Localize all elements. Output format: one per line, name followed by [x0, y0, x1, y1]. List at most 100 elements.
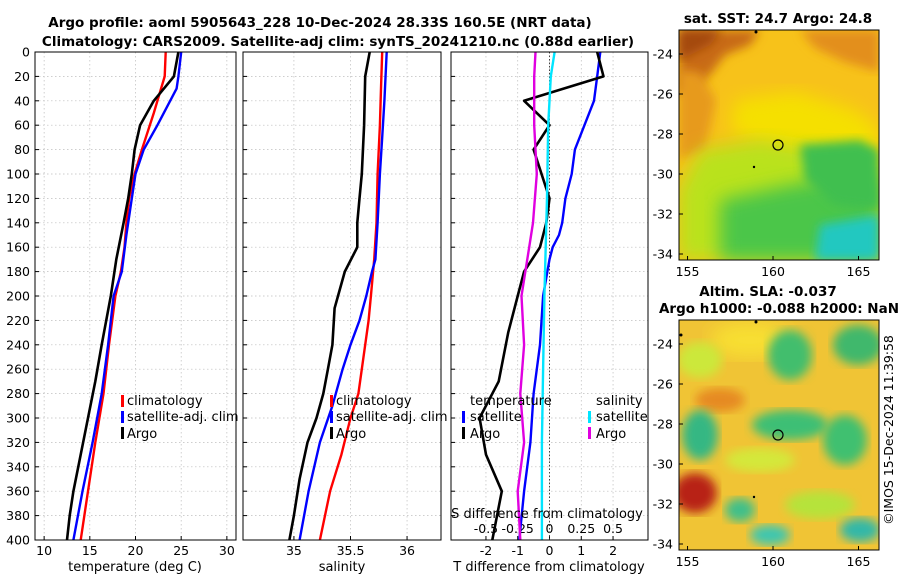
depth-tick-label: 180 [6, 264, 30, 279]
sla-map-ticks: 155 160 165 -24 -26 -28 -30 -32 -34 [653, 337, 871, 570]
depth-tick-label: 360 [6, 484, 30, 499]
map-lat-tick-label: -26 [653, 87, 673, 102]
salinity-series-line-argo [288, 52, 372, 540]
difference-series-line-salinity-satellite [540, 52, 556, 540]
salinity-plot-frame [242, 51, 442, 541]
map-lat-tick-label: -32 [653, 207, 673, 222]
legend-label-satellite: satellite-adj. clim [336, 410, 448, 425]
legend-label-argo: Argo [336, 427, 366, 442]
difference-series-line-salinity-argo [516, 52, 538, 540]
salinity-profile-panel: 35 35.5 36 salinity climatology satellite-… [242, 51, 448, 575]
map-lon-tick-label: 155 [676, 554, 700, 569]
map-lat-tick-label: -30 [653, 457, 673, 472]
argo-location-marker [772, 429, 784, 441]
s-difference-axis-label: S difference from climatology [451, 507, 643, 522]
sla-map-subtitle: Argo h1000: -0.088 h2000: NaN [659, 301, 899, 317]
depth-tick-label: 200 [6, 289, 30, 304]
legend-label-climatology: climatology [127, 394, 203, 409]
depth-axis-ticks: 0 20 40 60 80 100 120 140 160 180 200 220 240 260 280 3… [6, 45, 30, 548]
depth-tick-label: 20 [14, 69, 30, 84]
temperature-x-tick-label: 25 [173, 543, 189, 558]
depth-tick-label: 300 [6, 411, 30, 426]
temperature-axis-ticks: 10 15 20 25 30 [36, 543, 235, 558]
depth-tick-label: 220 [6, 313, 30, 328]
salinity-axis-ticks: 35 35.5 36 [286, 543, 415, 558]
temperature-profile-panel: 0 20 40 60 80 100 120 140 160 180 200 220 240 260 280 3… [6, 45, 238, 576]
sla-map-frame [678, 319, 880, 551]
legend-label-t-satellite: satellite [470, 410, 522, 425]
depth-tick-label: 400 [6, 533, 30, 548]
depth-tick-label: 80 [14, 142, 30, 157]
salinity-lines [288, 52, 388, 540]
difference-plot-frame [450, 51, 649, 541]
figure-title-line2: Climatology: CARS2009. Satellite-adj cli… [42, 34, 634, 50]
map-lat-tick-label: -28 [653, 417, 673, 432]
legend-swatch-satellite [330, 411, 333, 423]
figure-title-line1: Argo profile: aoml 5905643_228 10-Dec-20… [48, 15, 591, 31]
sla-map-panel: Altim. SLA: -0.037 Argo h1000: -0.088 h2… [653, 284, 899, 569]
difference-series-line-temperature-argo [478, 52, 605, 540]
map-lon-tick-label: 160 [761, 554, 785, 569]
legend-label-satellite: satellite-adj. clim [127, 410, 239, 425]
difference-legend: temperature satellite Argo salinity sate… [462, 394, 648, 442]
sst-map-panel: sat. SST: 24.7 Argo: 24.8 155 160 165 -24 -2… [653, 11, 880, 280]
imos-timestamp-watermark: ©IMOS 15-Dec-2024 11:39:58 [881, 335, 896, 525]
temperature-series-line-argo [65, 52, 180, 540]
depth-tick-label: 120 [6, 191, 30, 206]
salinity-series-line-satellite-adj-clim [298, 52, 388, 540]
salinity-axis-label: salinity [319, 560, 366, 575]
salinity-series-line-climatology [318, 52, 384, 540]
sst-map-frame [678, 29, 880, 261]
legend-heading-temperature: temperature [470, 394, 552, 409]
sst-map-title: sat. SST: 24.7 Argo: 24.8 [684, 11, 872, 27]
sst-heatmap [679, 30, 879, 260]
map-lon-tick-label: 155 [676, 264, 700, 279]
salinity-x-tick-label: 36 [399, 543, 415, 558]
map-lat-tick-label: -34 [653, 537, 673, 552]
depth-tick-label: 320 [6, 435, 30, 450]
difference-series-line-temperature-satellite [518, 52, 602, 540]
depth-tick-label: 380 [6, 508, 30, 523]
salinity-x-tick-label: 35.5 [337, 543, 365, 558]
legend-swatch-argo [121, 427, 124, 439]
t-difference-axis-label: T difference from climatology [452, 560, 645, 575]
temperature-plot-frame [34, 51, 237, 541]
map-lat-tick-label: -30 [653, 167, 673, 182]
depth-tick-label: 100 [6, 167, 30, 182]
depth-tick-label: 160 [6, 240, 30, 255]
depth-tick-label: 260 [6, 362, 30, 377]
depth-tick-label: 140 [6, 215, 30, 230]
sst-map-ticks: 155 160 165 -24 -26 -28 -30 -32 -34 [653, 47, 871, 280]
s-difference-tick-label: -0.25 [502, 521, 534, 536]
temperature-lines [65, 52, 183, 540]
difference-x-tick-label: 1 [577, 543, 585, 558]
difference-x-tick-label: -1 [511, 543, 523, 558]
legend-label-t-argo: Argo [470, 427, 500, 442]
depth-tick-label: 340 [6, 459, 30, 474]
temperature-legend: climatology satellite-adj. clim Argo [121, 394, 239, 442]
legend-swatch-s-satellite [588, 411, 591, 423]
depth-tick-label: 0 [22, 45, 30, 60]
legend-label-s-satellite: satellite [596, 410, 648, 425]
map-lon-tick-label: 165 [847, 264, 871, 279]
map-lat-tick-label: -26 [653, 377, 673, 392]
s-difference-tick-label: 0.5 [603, 521, 623, 536]
legend-label-argo: Argo [127, 427, 157, 442]
argo-location-marker [772, 139, 784, 151]
depth-tick-label: 60 [14, 118, 30, 133]
temperature-x-tick-label: 20 [128, 543, 144, 558]
legend-heading-salinity: salinity [596, 394, 643, 409]
temperature-x-tick-label: 30 [219, 543, 235, 558]
legend-label-s-argo: Argo [596, 427, 626, 442]
map-lat-tick-label: -24 [653, 47, 673, 62]
s-difference-tick-label: -0.5 [474, 521, 498, 536]
legend-swatch-t-argo [462, 427, 465, 439]
temperature-axis-label: temperature (deg C) [68, 560, 202, 575]
legend-swatch-argo [330, 427, 333, 439]
map-lat-tick-label: -34 [653, 247, 673, 262]
legend-swatch-satellite [121, 411, 124, 423]
s-difference-tick-label: 0.25 [567, 521, 595, 536]
legend-label-climatology: climatology [336, 394, 412, 409]
difference-x-tick-label: 2 [609, 543, 617, 558]
